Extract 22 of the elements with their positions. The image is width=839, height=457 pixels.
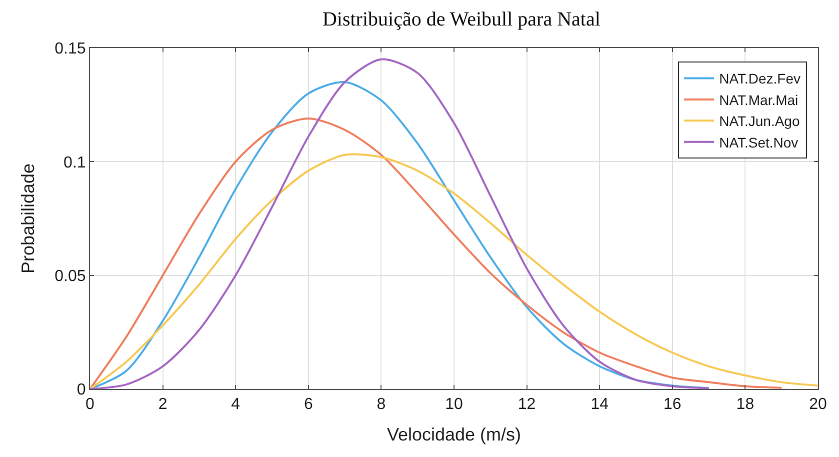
- x-tick-label: 18: [736, 396, 754, 414]
- x-tick-label: 8: [376, 396, 386, 414]
- line-series: [90, 153, 818, 389]
- x-tick-label: 10: [445, 396, 463, 414]
- y-tick-label: 0.05: [54, 268, 86, 285]
- chart-title: Distribuição de Weibull para Natal: [322, 8, 601, 30]
- x-tick-label: 14: [590, 396, 609, 414]
- legend-label: NAT.Jun.Ago: [719, 113, 800, 130]
- x-tick-label: 6: [304, 396, 313, 414]
- x-tick-label: 12: [518, 396, 536, 414]
- legend-label: NAT.Mar.Mai: [719, 92, 798, 108]
- y-tick-label: 0: [76, 382, 86, 399]
- x-tick-label: 2: [158, 396, 168, 414]
- y-tick-label: 0.1: [64, 154, 86, 172]
- legend-label: NAT.Set.Nov: [719, 134, 798, 150]
- x-tick-label: 20: [809, 396, 827, 414]
- y-axis-title: Probabilidade: [18, 163, 38, 274]
- legend-label: NAT.Dez.Fev: [719, 70, 801, 87]
- y-tick-label: 0.15: [54, 40, 86, 58]
- x-tick-label: 16: [664, 396, 682, 414]
- x-tick-label: 4: [231, 396, 240, 414]
- x-axis-title: Velocidade (m/s): [386, 424, 522, 444]
